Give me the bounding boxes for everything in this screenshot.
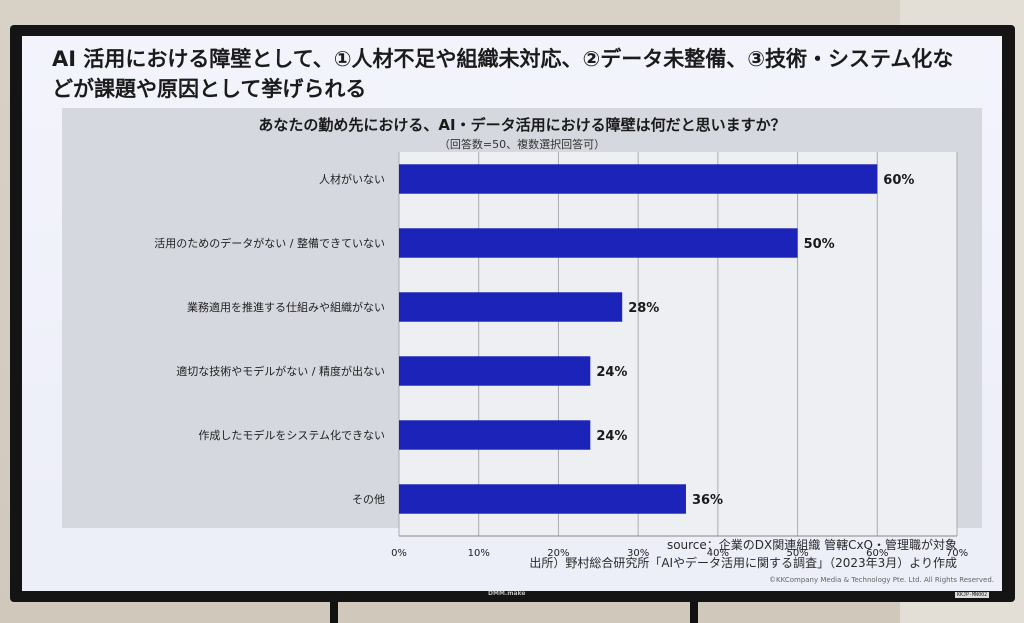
data-label: 24% xyxy=(596,365,627,380)
bar-chart: 0% 10% 20% 30% 40% 50% 60% 70% 人材がいない 60% 活用のためのデー… xyxy=(154,152,968,559)
chart-panel: あなたの勤め先における、AI・データ活用における障壁は何だと思いますか？ （回答… xyxy=(62,108,982,559)
category-label: その他 xyxy=(352,493,385,506)
tv-stand-left xyxy=(330,602,338,623)
bar xyxy=(399,164,878,194)
x-tick-label: 0% xyxy=(391,548,407,559)
tv-brand-logo: DMM.make xyxy=(488,590,526,597)
chart-subtitle: （回答数=50、複数選択回答可） xyxy=(438,138,606,151)
x-tick-label: 40% xyxy=(707,548,729,559)
data-label: 60% xyxy=(883,173,914,188)
data-label: 24% xyxy=(596,429,627,444)
bar xyxy=(399,228,798,258)
category-label: 業務適用を推進する仕組みや組織がない xyxy=(187,300,385,314)
category-label: 適切な技術やモデルがない / 精度が出ない xyxy=(176,364,385,378)
chart-title: あなたの勤め先における、AI・データ活用における障壁は何だと思いますか？ xyxy=(258,116,786,134)
x-tick-label: 70% xyxy=(946,548,968,559)
x-tick-label: 50% xyxy=(786,548,808,559)
bar xyxy=(399,484,686,514)
bar xyxy=(399,356,591,386)
data-label: 36% xyxy=(692,493,723,508)
source-citation: 出所）野村総合研究所「AIやデータ活用に関する調査」（2023年3月）より作成 xyxy=(529,556,957,570)
x-tick-label: 30% xyxy=(627,548,649,559)
tv-model-tag: KKJP-MN002 xyxy=(955,592,990,598)
tv-stand-right xyxy=(690,602,698,623)
x-tick-label: 60% xyxy=(866,548,888,559)
category-label: 作成したモデルをシステム化できない xyxy=(198,428,385,442)
source-note: source：企業のDX関連組織 管轄CxO・管理職が対象 xyxy=(666,538,957,552)
x-tick-label: 10% xyxy=(468,548,490,559)
bar xyxy=(399,420,591,450)
slide-headline: AI 活用における障壁として、①人材不足や組織未対応、②データ未整備、③技術・シ… xyxy=(52,47,954,101)
category-label: 人材がいない xyxy=(319,172,385,186)
presentation-slide: AI 活用における障壁として、①人材不足や組織未対応、②データ未整備、③技術・シ… xyxy=(22,36,1002,591)
category-label: 活用のためのデータがない / 整備できていない xyxy=(154,236,385,250)
copyright-notice: ©KKCompany Media & Technology Pte. Ltd. … xyxy=(769,576,994,584)
data-label: 50% xyxy=(804,237,835,252)
data-label: 28% xyxy=(628,301,659,316)
x-tick-label: 20% xyxy=(547,548,569,559)
bar xyxy=(399,292,623,322)
plot-area xyxy=(399,152,957,536)
